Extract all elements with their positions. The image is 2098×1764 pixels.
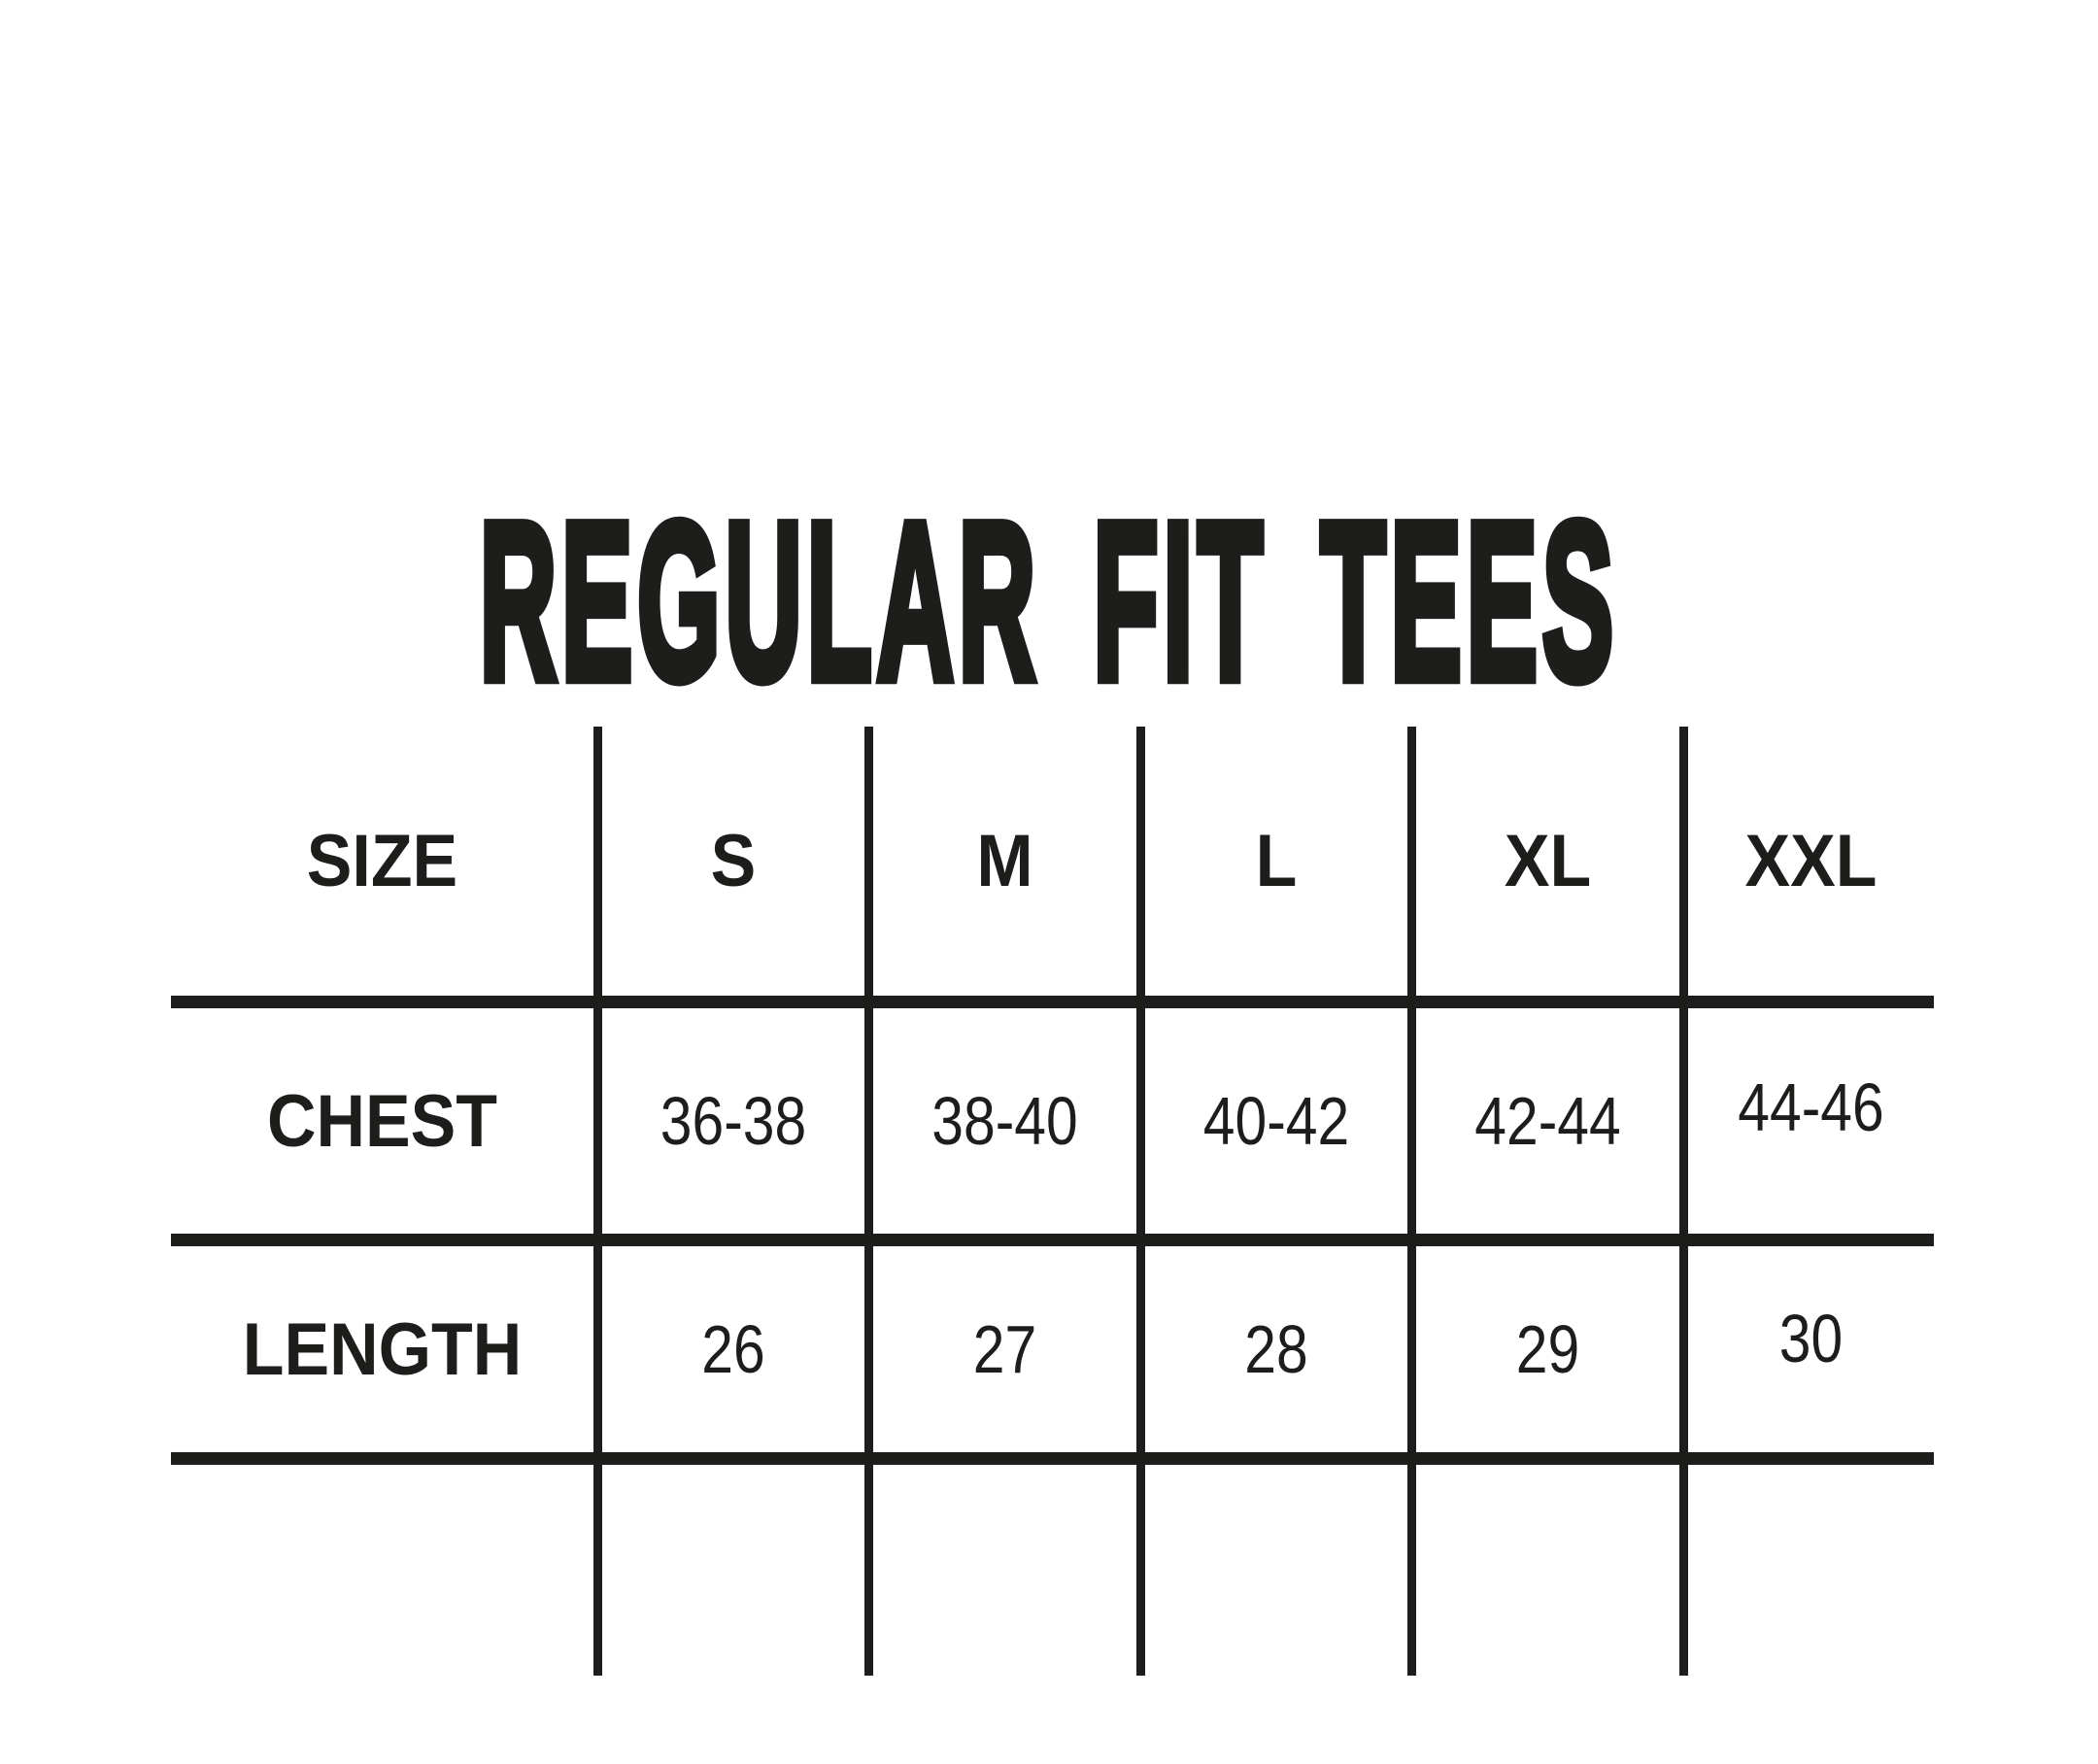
table-horizontal-line [171, 1234, 1934, 1246]
chart-title: REGULAR FIT TEES [477, 470, 1619, 731]
table-vertical-line [593, 727, 602, 1676]
length-value-l: 28 [1244, 1311, 1308, 1387]
length-value-xxl: 30 [1778, 1301, 1844, 1376]
table-vertical-line [864, 727, 873, 1676]
row-label-chest: CHEST [267, 1079, 497, 1163]
header-cell-m: M [976, 820, 1033, 902]
row-label-length: LENGTH [242, 1307, 523, 1391]
chest-value-s: 36-38 [660, 1083, 807, 1159]
header-cell-size: SIZE [306, 820, 458, 902]
header-cell-xxl: XXL [1744, 820, 1878, 902]
table-vertical-line [1136, 727, 1145, 1676]
chest-value-xl: 42-44 [1474, 1083, 1621, 1159]
table-vertical-line [1407, 727, 1416, 1676]
header-cell-s: S [710, 820, 757, 902]
table-horizontal-line [171, 996, 1934, 1008]
header-cell-l: L [1255, 820, 1298, 902]
chest-value-xxl: 44-46 [1738, 1069, 1884, 1145]
length-value-s: 26 [701, 1311, 765, 1387]
length-value-m: 27 [972, 1311, 1037, 1387]
header-cell-xl: XL [1504, 820, 1592, 902]
table-vertical-line [1679, 727, 1688, 1676]
length-value-xl: 29 [1515, 1311, 1580, 1387]
chest-value-m: 38-40 [931, 1083, 1078, 1159]
table-horizontal-line [171, 1452, 1934, 1465]
chest-value-l: 40-42 [1202, 1083, 1350, 1159]
